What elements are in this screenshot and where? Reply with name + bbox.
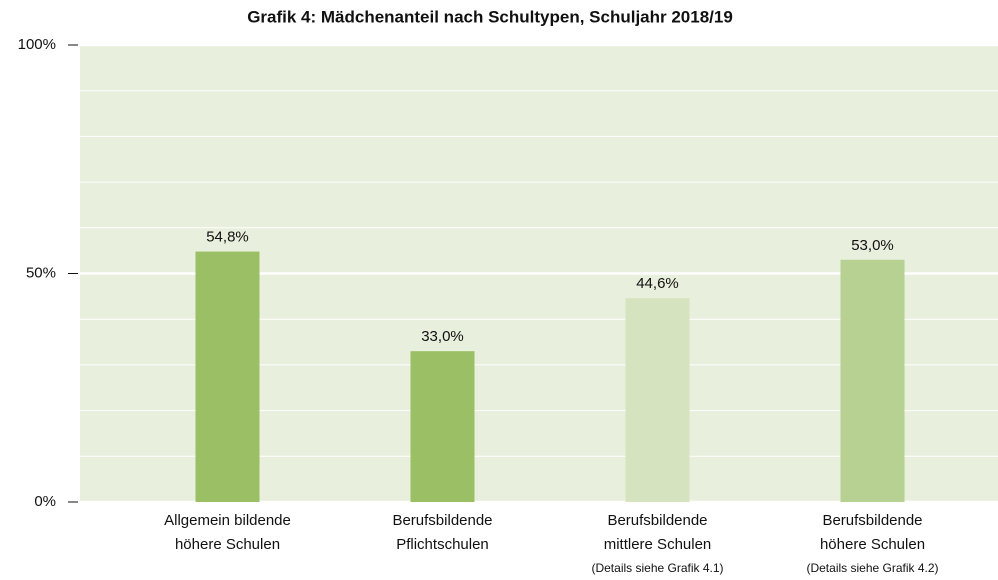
x-tick-label: mittlere Schulen [604, 536, 712, 553]
x-tick-label: Pflichtschulen [396, 536, 489, 553]
chart-title: Grafik 4: Mädchenanteil nach Schultypen,… [247, 7, 733, 26]
x-tick-label: Allgemein bildende [164, 512, 291, 529]
value-label: 53,0% [851, 237, 894, 254]
value-label: 54,8% [206, 229, 249, 246]
y-tick-label: 100% [18, 36, 56, 53]
bar [410, 351, 475, 502]
bar [195, 251, 260, 502]
x-tick-label: Berufsbildende [392, 512, 492, 529]
bar [840, 259, 905, 502]
y-tick-label: 0% [34, 493, 56, 510]
y-tick-label: 50% [26, 264, 56, 281]
x-tick-note: (Details siehe Grafik 4.1) [591, 561, 723, 575]
x-tick-label: Berufsbildende [607, 512, 707, 529]
x-tick-note: (Details siehe Grafik 4.2) [806, 561, 938, 575]
value-label: 33,0% [421, 328, 464, 345]
value-label: 44,6% [636, 275, 679, 292]
x-tick-label: höhere Schulen [175, 536, 280, 553]
x-tick-label: höhere Schulen [820, 536, 925, 553]
x-tick-label: Berufsbildende [822, 512, 922, 529]
bar [625, 298, 690, 502]
